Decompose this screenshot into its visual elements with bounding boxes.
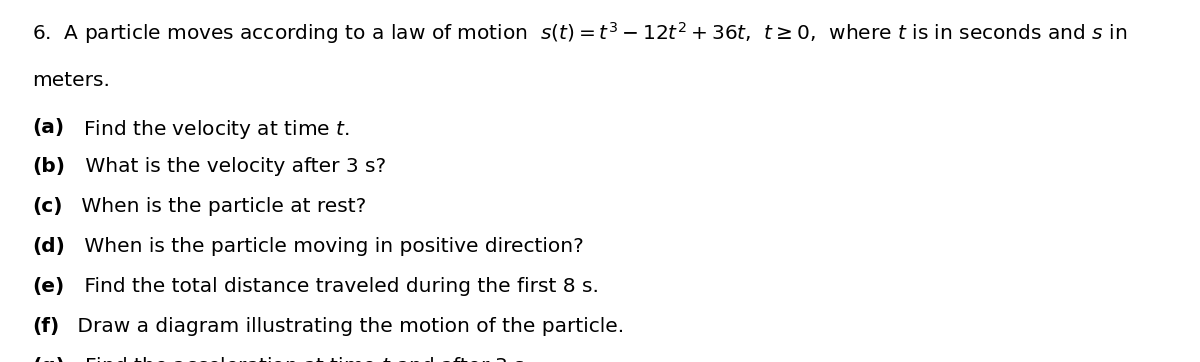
Text: (e): (e)	[32, 277, 65, 296]
Text: (a): (a)	[32, 118, 65, 136]
Text: Find the velocity at time $t$.: Find the velocity at time $t$.	[78, 118, 350, 141]
Text: When is the particle at rest?: When is the particle at rest?	[76, 197, 367, 216]
Text: What is the velocity after 3 s?: What is the velocity after 3 s?	[79, 157, 385, 176]
Text: (g): (g)	[32, 357, 65, 362]
Text: meters.: meters.	[32, 71, 110, 89]
Text: Draw a diagram illustrating the motion of the particle.: Draw a diagram illustrating the motion o…	[71, 317, 624, 336]
Text: Find the acceleration at time $t$ and after 3 s.: Find the acceleration at time $t$ and af…	[78, 357, 532, 362]
Text: (c): (c)	[32, 197, 62, 216]
Text: (f): (f)	[32, 317, 60, 336]
Text: 6.  A particle moves according to a law of motion  $s(t) = t^3 - 12t^2 + 36t$,  : 6. A particle moves according to a law o…	[32, 20, 1128, 46]
Text: When is the particle moving in positive direction?: When is the particle moving in positive …	[78, 237, 584, 256]
Text: Find the total distance traveled during the first 8 s.: Find the total distance traveled during …	[78, 277, 599, 296]
Text: (d): (d)	[32, 237, 65, 256]
Text: (b): (b)	[32, 157, 66, 176]
